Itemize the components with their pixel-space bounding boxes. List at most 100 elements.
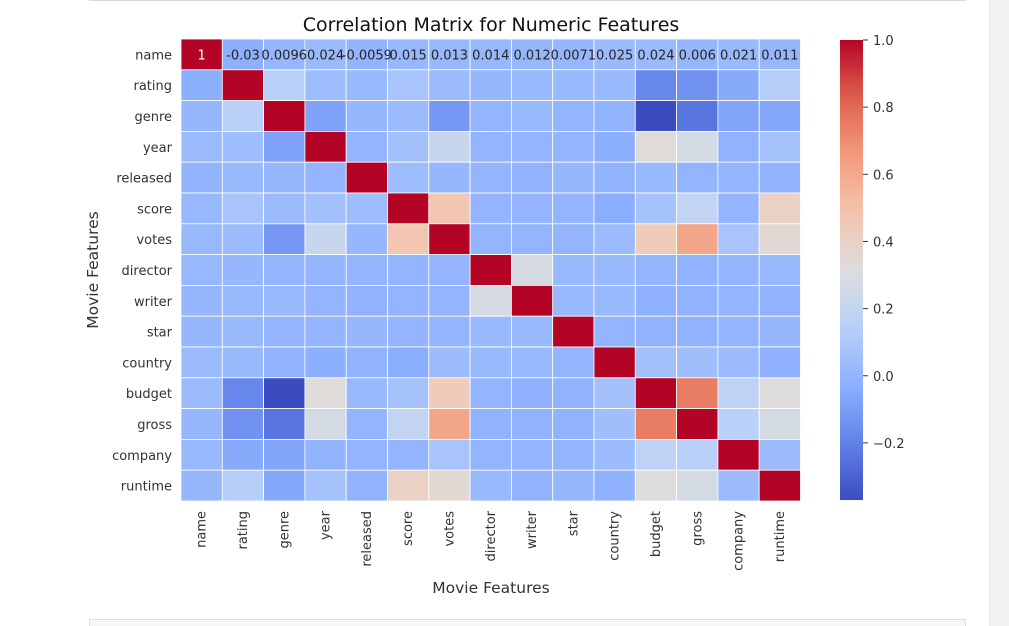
colorbar-tick-label: 0.0 [873, 370, 894, 385]
heatmap-cell-budget-company [717, 377, 760, 409]
heatmap-cell-star-gross [676, 315, 719, 348]
heatmap-cell-company-gross [676, 438, 719, 471]
cell-annotation-name: 1 [198, 48, 206, 63]
heatmap-cell-rating-name [180, 69, 223, 102]
heatmap-cell-budget-name [180, 377, 223, 409]
heatmap-cell-name-runtime [758, 38, 801, 71]
heatmap-cell-country-budget [634, 346, 677, 379]
x-tick-gross: gross [690, 511, 705, 546]
x-axis-tick-labels: name rating genre year released score votes dir… [195, 510, 788, 571]
heatmap-cell-country-gross [676, 346, 719, 379]
x-tick-score: score [401, 511, 416, 546]
heatmap-cell-votes-gross [676, 223, 719, 256]
heatmap-cell-runtime-name [180, 469, 223, 502]
y-tick-writer: writer [134, 295, 173, 310]
heatmap-cell-votes-director [469, 223, 512, 256]
heatmap-cell-released-genre [263, 161, 306, 194]
heatmap-cell-director-company [717, 254, 760, 286]
heatmap-cell-name-country [593, 38, 636, 71]
heatmap-cell-score-genre [263, 192, 306, 225]
heatmap-cell-name-writer [510, 38, 554, 71]
heatmap-cell-name-gross [676, 38, 719, 71]
heatmap-cell-runtime-company [717, 469, 760, 502]
heatmap-cell-votes-writer [510, 223, 554, 256]
y-tick-star: star [147, 326, 173, 341]
colorbar-tick-label: −0.2 [873, 437, 905, 452]
heatmap-cell-country-released [345, 346, 388, 379]
heatmap-cell-director-score [387, 254, 430, 286]
chart-title: Correlation Matrix for Numeric Features [303, 14, 680, 36]
heatmap-cell-genre-released [345, 100, 388, 132]
heatmap-cell-released-runtime [758, 161, 801, 194]
heatmap-cell-released-star [552, 161, 595, 194]
cell-annotation-country: 0.025 [596, 48, 633, 63]
x-tick-director: director [484, 510, 499, 561]
vertical-scrollbar[interactable] [989, 0, 1009, 626]
heatmap-cell-country-company [717, 346, 760, 379]
heatmap-cell-budget-year [304, 377, 347, 409]
heatmap-cell-released-writer [510, 161, 554, 194]
heatmap-cell-country-runtime [758, 346, 801, 379]
heatmap-cell-name-budget [634, 38, 677, 71]
heatmap-cell-name-released [345, 38, 388, 71]
heatmap-cell-year-runtime [758, 130, 801, 163]
heatmap-cell-released-released [345, 161, 388, 194]
heatmap-cell-year-year [304, 130, 347, 163]
y-tick-gross: gross [137, 418, 172, 433]
heatmap-cell-director-rating [221, 254, 265, 286]
heatmap-cell-score-writer [510, 192, 554, 225]
heatmap-cell-rating-rating [221, 69, 265, 102]
heatmap-cell-year-gross [676, 130, 719, 163]
heatmap-cell-company-writer [510, 438, 554, 471]
heatmap-cell-country-name [180, 346, 223, 379]
y-axis-title: Movie Features [84, 211, 102, 328]
heatmap-cell-name-score [387, 38, 430, 71]
heatmap-cell-score-company [717, 192, 760, 225]
heatmap-cell-writer-director [469, 284, 512, 317]
heatmap-cell-gross-genre [263, 408, 306, 440]
heatmap-cell-genre-score [387, 100, 430, 132]
next-notebook-cell[interactable] [89, 619, 966, 626]
heatmap-cell-star-star [552, 315, 595, 348]
y-tick-country: country [122, 356, 172, 371]
colorbar-tick-label: 0.6 [873, 168, 894, 183]
heatmap-cell-writer-company [717, 284, 760, 317]
heatmap-cell-director-gross [676, 254, 719, 286]
heatmap-cell-star-score [387, 315, 430, 348]
y-tick-budget: budget [126, 387, 172, 402]
y-tick-released: released [116, 172, 172, 187]
heatmap-cell-budget-score [387, 377, 430, 409]
heatmap-cell-runtime-year [304, 469, 347, 502]
heatmap-cell-gross-released [345, 408, 388, 440]
heatmap-cell-rating-votes [428, 69, 471, 102]
heatmap-cell-genre-genre [263, 100, 306, 132]
heatmap-cell-budget-genre [263, 377, 306, 409]
heatmap-cell-runtime-country [593, 469, 636, 502]
cell-annotation-star: 0.0071 [551, 48, 597, 63]
heatmap-cell-rating-released [345, 69, 388, 102]
heatmap-cell-runtime-budget [634, 469, 677, 502]
heatmap-cell-writer-votes [428, 284, 471, 317]
heatmap-cell-year-genre [263, 130, 306, 163]
heatmap-cell-budget-writer [510, 377, 554, 409]
heatmap-cell-genre-star [552, 100, 595, 132]
heatmap-cell-rating-country [593, 69, 636, 102]
heatmap-cell-gross-name [180, 408, 223, 440]
heatmap-cell-budget-runtime [758, 377, 801, 409]
heatmap-cell-country-genre [263, 346, 306, 379]
cell-annotation-score: 0.015 [390, 48, 427, 63]
heatmap-cell-star-genre [263, 315, 306, 348]
heatmap-cell-released-year [304, 161, 347, 194]
heatmap-cell-company-director [469, 438, 512, 471]
cell-annotation-director: 0.014 [472, 48, 509, 63]
cell-annotation-writer: 0.012 [513, 48, 550, 63]
heatmap-cell-genre-writer [510, 100, 554, 132]
heatmap-cell-rating-score [387, 69, 430, 102]
heatmap-cell-genre-budget [634, 100, 677, 132]
heatmap-cell-star-company [717, 315, 760, 348]
heatmap-cell-runtime-writer [510, 469, 554, 502]
heatmap-cell-company-country [593, 438, 636, 471]
heatmap-cell-gross-company [717, 408, 760, 440]
heatmap-cell-writer-genre [263, 284, 306, 317]
